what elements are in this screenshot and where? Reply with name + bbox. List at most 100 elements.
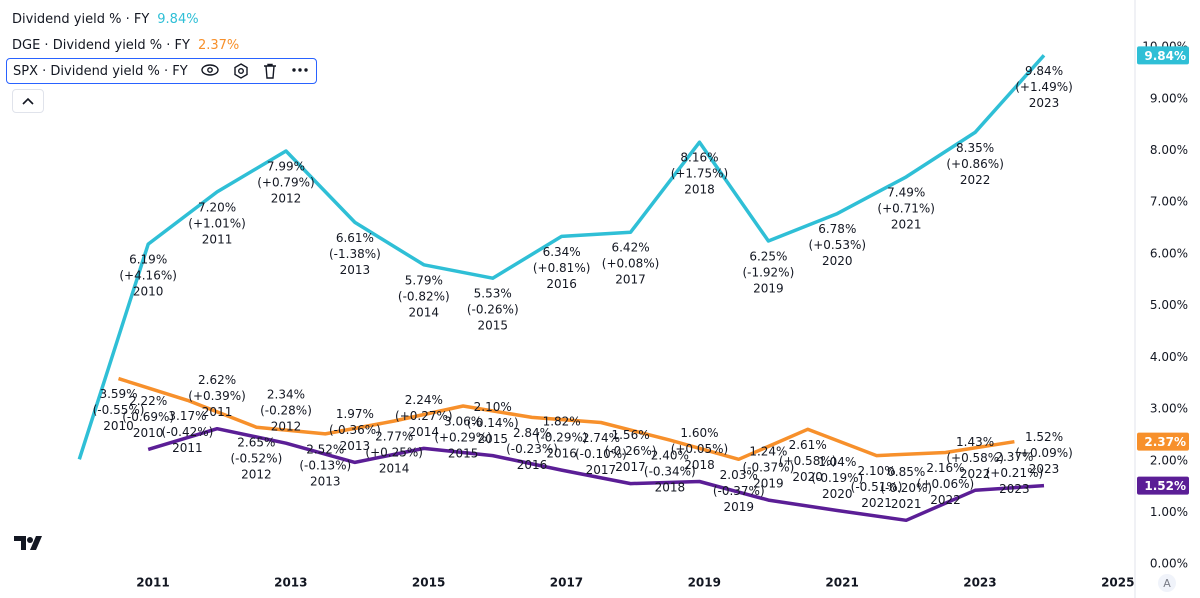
year-label: 2022 — [930, 493, 961, 507]
last-value-badge — [1137, 432, 1189, 451]
value-label: 2.10% — [474, 400, 512, 414]
year-label: 2015 — [448, 446, 479, 460]
last-value-badge — [1137, 46, 1189, 65]
x-tick-label: 2021 — [825, 576, 858, 590]
x-tick-label: 2019 — [688, 576, 721, 590]
value-label: 6.25% — [749, 250, 787, 264]
value-label: 2.34% — [267, 388, 305, 402]
y-tick-label: 3.00% — [1150, 402, 1188, 416]
year-label: 2015 — [477, 432, 508, 446]
value-label: 7.49% — [887, 185, 925, 199]
legend-row-selected[interactable]: SPX · Dividend yield % · FY — [6, 58, 317, 84]
data-label: 1.82% (-0.29%) 2016 — [536, 415, 588, 461]
year-label: 2010 — [103, 419, 134, 433]
data-label: 2.65% (-0.52%) 2012 — [230, 436, 282, 482]
year-label: 2020 — [822, 254, 853, 268]
value-label: 7.99% — [267, 160, 305, 174]
auto-scale-button[interactable]: A — [1158, 574, 1176, 592]
legend-row: DGE · Dividend yield % · FY 2.37% — [6, 32, 317, 58]
year-label: 2016 — [546, 277, 577, 291]
settings-icon[interactable] — [232, 63, 250, 79]
svg-text:A: A — [1163, 577, 1171, 590]
change-label: (+1.75%) — [671, 167, 729, 181]
change-label: (-0.37%) — [742, 461, 794, 475]
year-label: 2020 — [822, 487, 853, 501]
year-label: 2023 — [1029, 96, 1060, 110]
data-label: 2.34% (-0.28%) 2012 — [260, 388, 312, 434]
change-label: (+0.21%) — [986, 466, 1044, 480]
data-label: 7.99% (+0.79%) 2012 — [257, 160, 315, 206]
year-label: 2012 — [241, 468, 272, 482]
change-label: (-0.42%) — [162, 425, 214, 439]
more-icon[interactable] — [290, 63, 310, 77]
data-label: 6.34% (+0.81%) 2016 — [533, 245, 591, 291]
change-label: (+0.58%) — [779, 454, 837, 468]
value-label: 2.37% — [995, 450, 1033, 464]
change-label: (-0.55%) — [93, 403, 145, 417]
year-label: 2011 — [172, 441, 203, 455]
data-label: 9.84% (+1.49%) 2023 — [1015, 64, 1073, 110]
value-label: 2.22% — [129, 394, 167, 408]
year-label: 2019 — [723, 500, 754, 514]
year-label: 2018 — [684, 183, 715, 197]
value-label: 3.17% — [168, 409, 206, 423]
value-label: 7.20% — [198, 200, 236, 214]
change-label: (+0.86%) — [946, 157, 1004, 171]
value-label: 1.97% — [336, 407, 374, 421]
last-value-label: 2.37% — [1144, 435, 1186, 449]
data-label: 2.77% (+0.25%) 2014 — [365, 429, 423, 475]
change-label: (-0.19%) — [811, 471, 863, 485]
data-label: 7.20% (+1.01%) 2011 — [188, 200, 246, 246]
data-label: 1.60% (+0.05%) 2018 — [671, 426, 729, 472]
value-label: 8.16% — [680, 151, 718, 165]
change-label: (-0.82%) — [398, 289, 450, 303]
data-label: 6.61% (-1.38%) 2013 — [329, 231, 381, 277]
data-label: 1.04% (-0.19%) 2020 — [811, 455, 863, 501]
year-label: 2017 — [586, 463, 617, 477]
value-label: 2.10% — [858, 464, 896, 478]
data-label: 2.03% (-0.37%) 2019 — [713, 468, 765, 514]
last-value-label: 9.84% — [1144, 49, 1186, 63]
data-label: 2.16% (+0.06%) 2022 — [917, 461, 975, 507]
y-tick-label: 0.00% — [1150, 557, 1188, 571]
data-label: 2.52% (-0.13%) 2013 — [299, 442, 351, 488]
data-label: 8.16% (+1.75%) 2018 — [671, 151, 729, 197]
legend-value: 2.37% — [197, 37, 240, 53]
value-label: 1.43% — [956, 435, 994, 449]
eye-icon[interactable] — [200, 63, 220, 77]
value-label: 5.79% — [405, 273, 443, 287]
change-label: (+0.06%) — [917, 477, 975, 491]
change-label: (+0.09%) — [1015, 446, 1073, 460]
year-label: 2013 — [340, 439, 371, 453]
year-label: 2012 — [271, 420, 302, 434]
change-label: (+0.81%) — [533, 261, 591, 275]
year-label: 2013 — [310, 474, 341, 488]
value-label: 2.74% — [582, 431, 620, 445]
data-label: 2.40% (-0.34%) 2018 — [644, 449, 696, 495]
y-tick-label: 7.00% — [1150, 195, 1188, 209]
change-label: (-0.69%) — [122, 410, 174, 424]
change-label: (+0.29%) — [434, 430, 492, 444]
value-label: 2.77% — [375, 429, 413, 443]
year-label: 2013 — [340, 263, 371, 277]
year-label: 2017 — [615, 273, 646, 287]
value-label: 6.42% — [611, 241, 649, 255]
value-label: 1.60% — [680, 426, 718, 440]
year-label: 2014 — [409, 425, 440, 439]
data-label: 2.24% (+0.27%) 2014 — [395, 393, 453, 439]
legend-name: DGE · Dividend yield % · FY — [12, 37, 190, 53]
collapse-legend-button[interactable] — [12, 89, 44, 113]
data-label: 3.17% (-0.42%) 2011 — [162, 409, 214, 455]
data-label: 2.37% (+0.21%) 2023 — [986, 450, 1044, 496]
change-label: (+0.39%) — [188, 389, 246, 403]
delete-icon[interactable] — [262, 63, 278, 79]
change-label: (-0.51%) — [851, 480, 903, 494]
data-label: 2.84% (-0.23%) 2016 — [506, 426, 558, 472]
year-label: 2019 — [753, 477, 784, 491]
change-label: (+1.01%) — [188, 216, 246, 230]
year-label: 2023 — [1029, 462, 1060, 476]
year-label: 2017 — [615, 460, 646, 474]
data-label: 6.42% (+0.08%) 2017 — [602, 241, 660, 287]
